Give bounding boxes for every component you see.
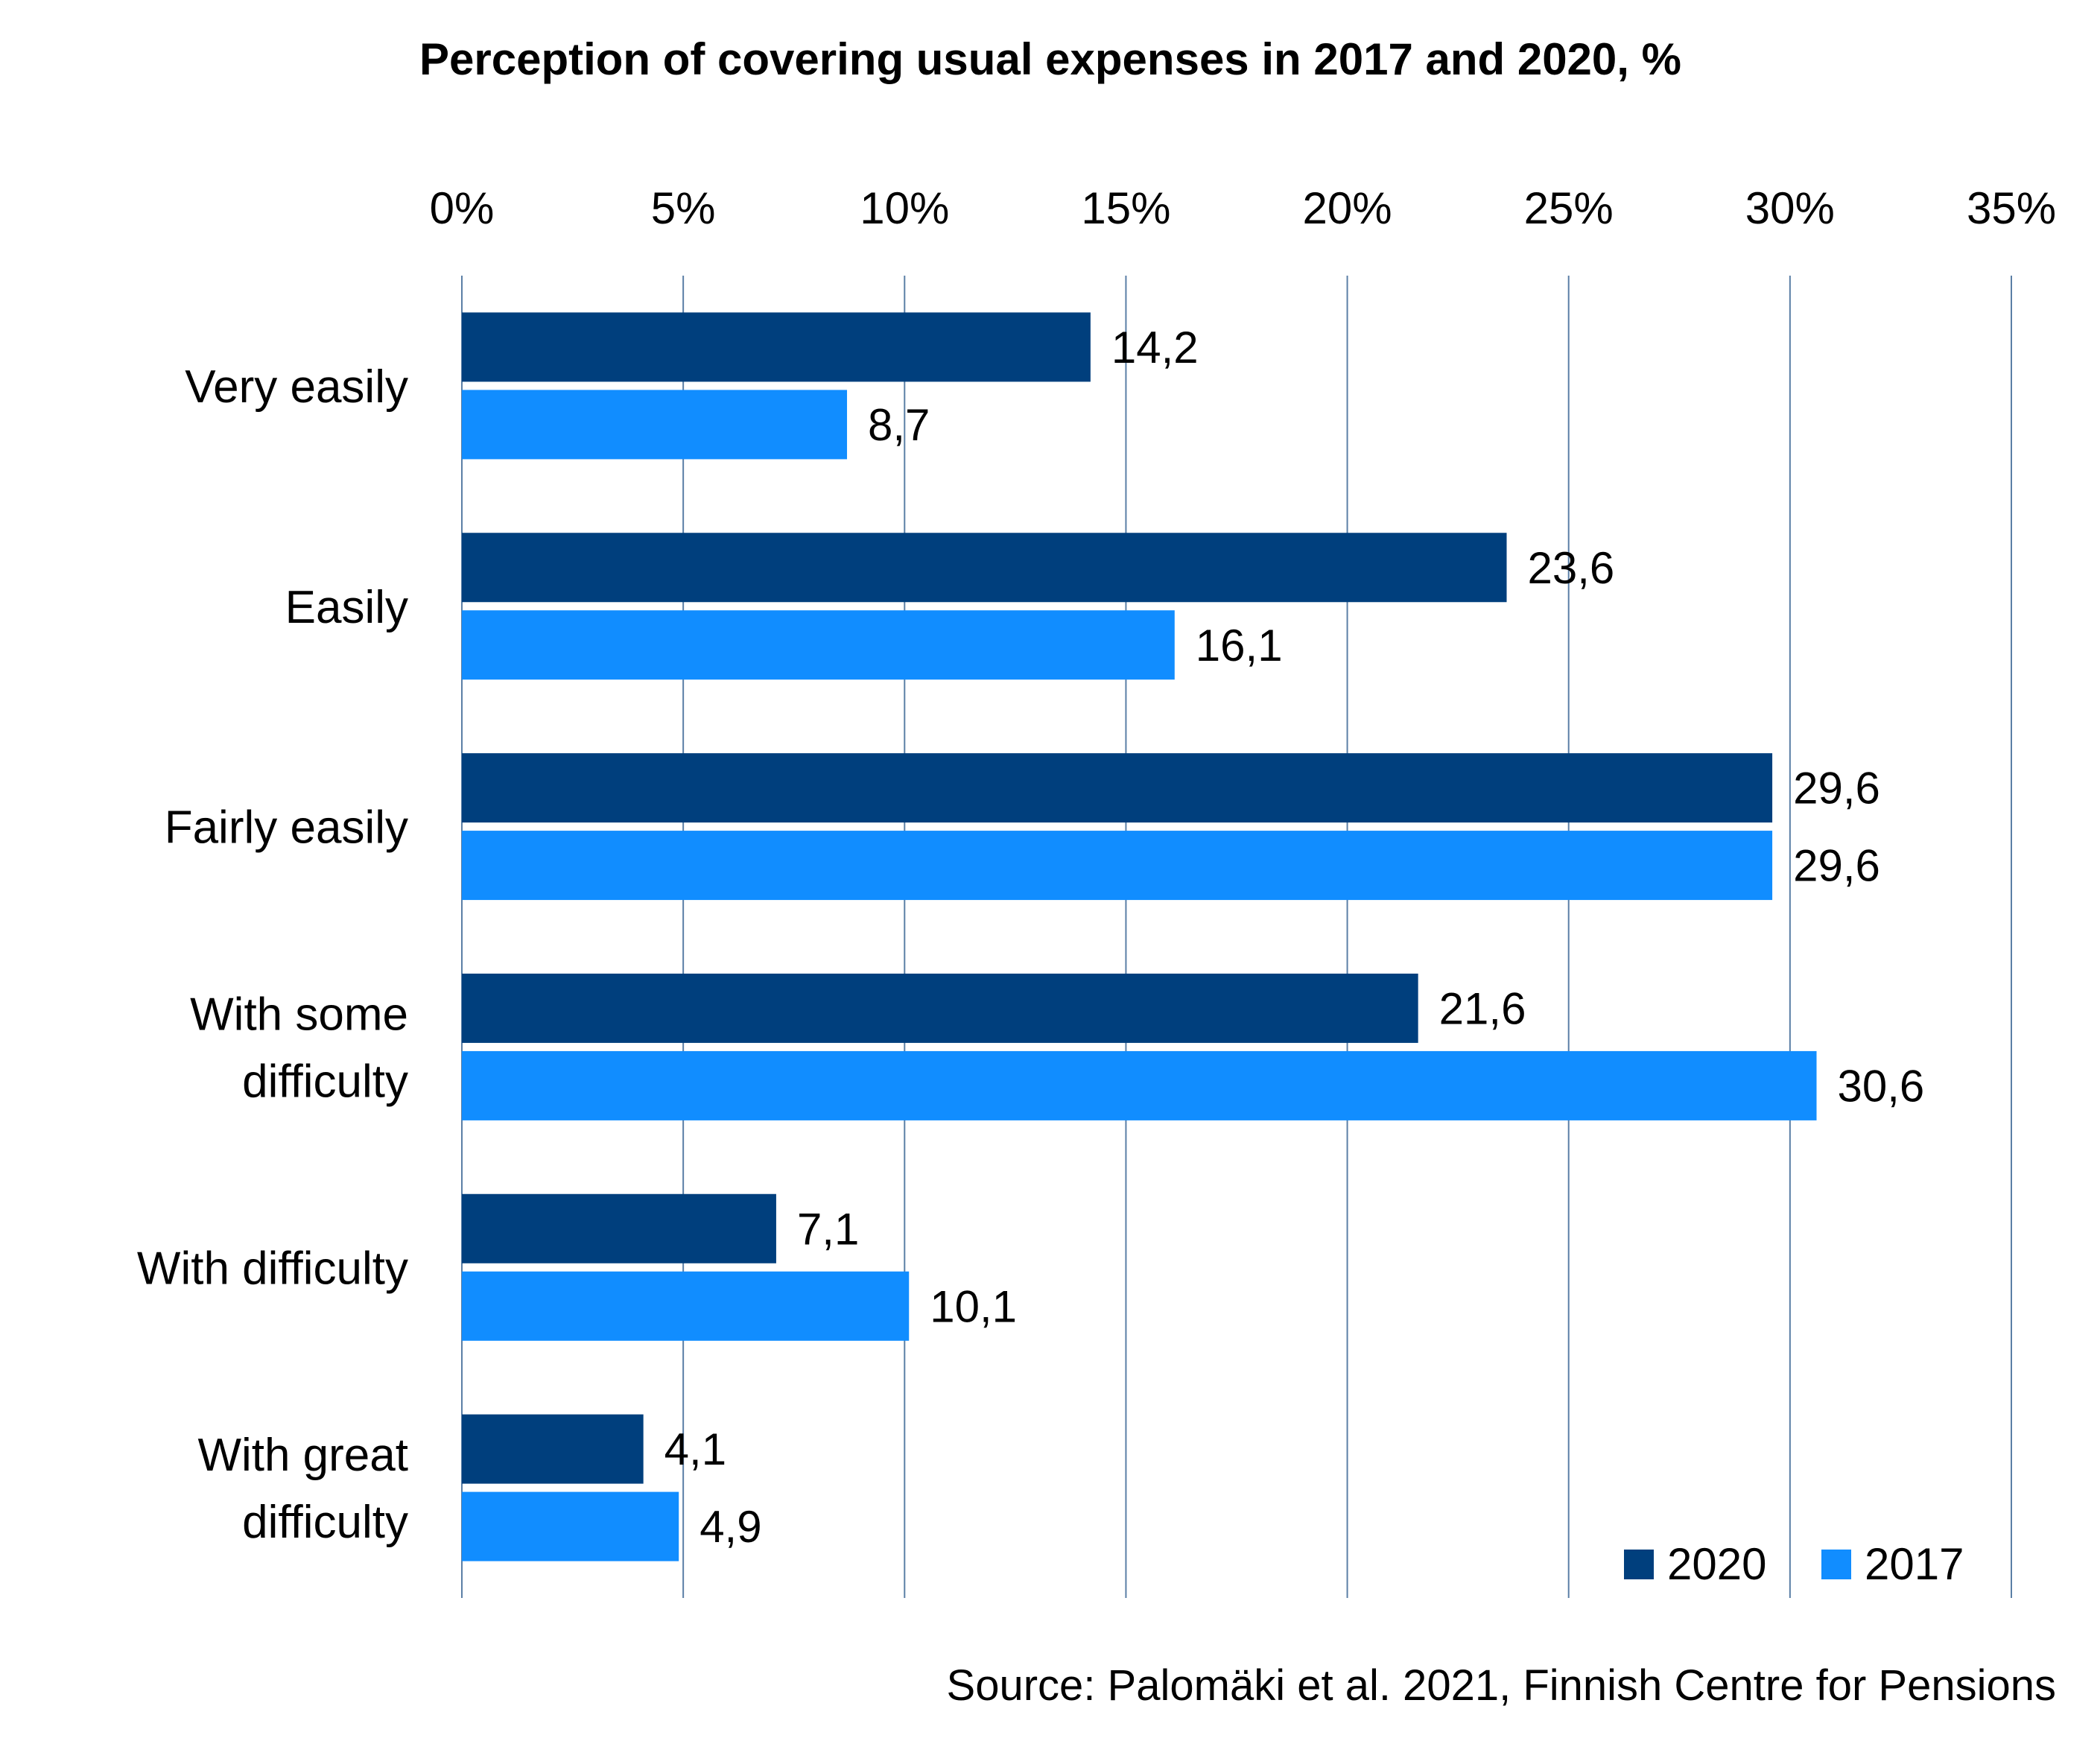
gridlines bbox=[461, 276, 2012, 1598]
data-label: 30,6 bbox=[1838, 1061, 1925, 1111]
bar-2017 bbox=[462, 1271, 910, 1341]
category-label: With some bbox=[190, 989, 408, 1040]
source-note: Source: Palomäki et al. 2021, Finnish Ce… bbox=[947, 1661, 2056, 1710]
bar-2017 bbox=[462, 1050, 1817, 1120]
x-tick-label: 30% bbox=[1745, 183, 1835, 233]
legend-label: 2017 bbox=[1865, 1539, 1964, 1589]
bar-2020 bbox=[462, 1414, 644, 1484]
bar-2017 bbox=[462, 831, 1773, 901]
data-label: 16,1 bbox=[1196, 621, 1283, 670]
legend-swatch-2020 bbox=[1624, 1550, 1654, 1579]
x-tick-label: 20% bbox=[1303, 183, 1392, 233]
bar-2020 bbox=[462, 533, 1507, 603]
data-label: 7,1 bbox=[797, 1204, 859, 1254]
bars bbox=[462, 312, 1817, 1561]
data-label: 8,7 bbox=[868, 400, 930, 450]
data-label: 10,1 bbox=[930, 1281, 1017, 1331]
x-tick-label: 15% bbox=[1081, 183, 1170, 233]
category-label: difficulty bbox=[242, 1497, 408, 1548]
data-label: 14,2 bbox=[1111, 323, 1199, 372]
category-label: Very easily bbox=[185, 361, 408, 413]
data-label: 29,6 bbox=[1793, 841, 1880, 891]
data-label: 21,6 bbox=[1439, 983, 1526, 1033]
bar-2020 bbox=[462, 312, 1091, 382]
bar-2020 bbox=[462, 1193, 776, 1263]
x-tick-label: 10% bbox=[860, 183, 949, 233]
legend-swatch-2017 bbox=[1821, 1550, 1851, 1579]
category-labels: Very easily Easily Fairly easily With some d… bbox=[137, 361, 408, 1548]
category-label: Easily bbox=[285, 582, 408, 633]
x-tick-label: 35% bbox=[1967, 183, 2056, 233]
bar-2017 bbox=[462, 610, 1175, 680]
chart-title: Perception of covering usual expenses in… bbox=[419, 34, 1681, 84]
x-tick-label: 0% bbox=[430, 183, 495, 233]
category-label: With great bbox=[197, 1430, 408, 1481]
data-label: 29,6 bbox=[1793, 764, 1880, 814]
legend-label: 2020 bbox=[1667, 1539, 1766, 1589]
bar-2020 bbox=[462, 753, 1773, 823]
category-label: Fairly easily bbox=[165, 802, 408, 854]
data-label: 4,1 bbox=[664, 1424, 726, 1474]
category-label: difficulty bbox=[242, 1056, 408, 1107]
category-label: With difficulty bbox=[137, 1243, 408, 1294]
x-tick-labels: 0% 5% 10% 15% 20% 25% 30% 35% bbox=[430, 183, 2056, 233]
bar-2020 bbox=[462, 973, 1418, 1043]
bar-2017 bbox=[462, 390, 848, 460]
legend: 2020 2017 bbox=[1624, 1539, 1964, 1589]
data-label: 23,6 bbox=[1528, 543, 1615, 593]
data-label: 4,9 bbox=[700, 1502, 761, 1552]
x-tick-label: 5% bbox=[651, 183, 716, 233]
bar-2017 bbox=[462, 1491, 679, 1561]
x-tick-label: 25% bbox=[1524, 183, 1614, 233]
data-labels: 14,2 8,7 23,6 16,1 29,6 29,6 21,6 30,6 7,1 10,1 4,… bbox=[664, 323, 1925, 1552]
